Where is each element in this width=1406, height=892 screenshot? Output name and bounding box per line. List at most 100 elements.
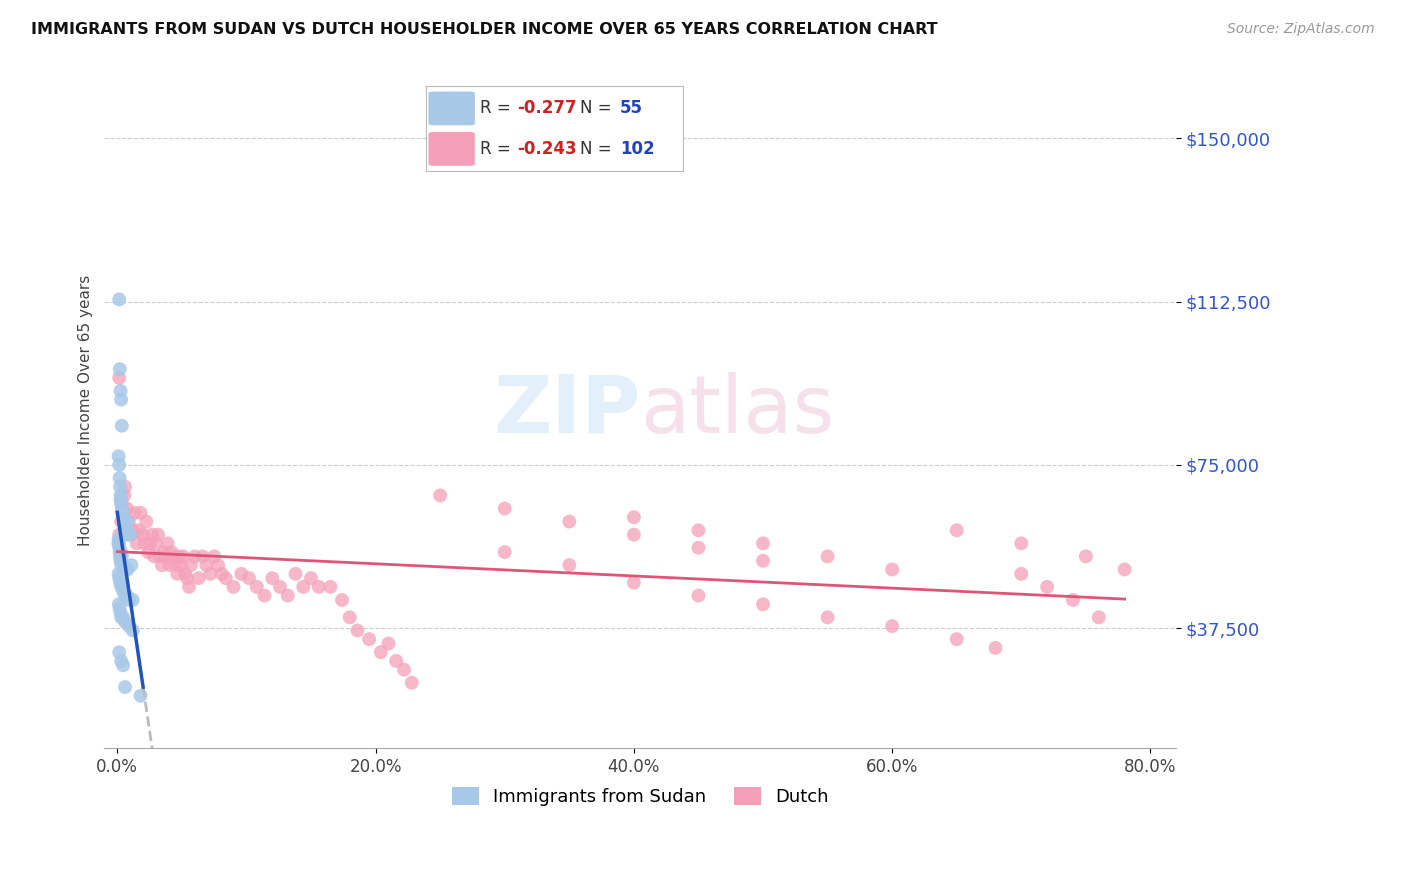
Point	[752, 536, 775, 550]
Point	[121, 624, 143, 638]
Point	[152, 545, 174, 559]
Point	[111, 549, 134, 564]
Point	[110, 610, 132, 624]
Point	[111, 501, 134, 516]
Point	[817, 549, 839, 564]
Point	[120, 527, 142, 541]
Point	[121, 558, 143, 573]
Point	[114, 523, 136, 537]
Point	[269, 580, 291, 594]
Point	[149, 549, 172, 564]
Point	[184, 549, 207, 564]
Point	[117, 562, 139, 576]
Point	[146, 527, 169, 541]
Point	[160, 545, 183, 559]
Point	[817, 610, 839, 624]
Point	[150, 558, 173, 573]
Point	[292, 580, 315, 594]
Point	[110, 392, 132, 407]
Point	[1114, 562, 1136, 576]
Point	[623, 575, 645, 590]
Point	[115, 527, 138, 541]
Point	[110, 515, 132, 529]
Point	[115, 501, 138, 516]
Point	[108, 549, 131, 564]
Text: ZIP: ZIP	[494, 371, 640, 450]
Point	[115, 589, 138, 603]
Point	[108, 545, 131, 559]
Y-axis label: Householder Income Over 65 years: Householder Income Over 65 years	[79, 275, 93, 546]
Point	[558, 515, 581, 529]
Point	[129, 506, 152, 520]
Point	[112, 610, 135, 624]
Point	[110, 492, 132, 507]
Point	[108, 597, 131, 611]
Point	[112, 515, 135, 529]
Point	[623, 510, 645, 524]
Point	[118, 515, 141, 529]
Point	[688, 589, 710, 603]
Point	[114, 615, 136, 629]
Point	[110, 497, 132, 511]
Point	[112, 488, 135, 502]
Point	[277, 589, 299, 603]
Point	[231, 566, 253, 581]
Point	[117, 515, 139, 529]
Point	[207, 558, 229, 573]
Point	[112, 584, 135, 599]
Point	[125, 536, 148, 550]
Point	[112, 506, 135, 520]
Point	[136, 545, 159, 559]
Point	[984, 640, 1007, 655]
Point	[377, 636, 399, 650]
Point	[112, 558, 135, 573]
Point	[110, 384, 132, 398]
Point	[118, 593, 141, 607]
Point	[110, 492, 132, 507]
Point	[752, 554, 775, 568]
Point	[156, 536, 179, 550]
Point	[114, 562, 136, 576]
Point	[112, 523, 135, 537]
Point	[110, 558, 132, 573]
Point	[558, 558, 581, 573]
Point	[172, 549, 194, 564]
Point	[339, 610, 361, 624]
Point	[110, 654, 132, 668]
Point	[108, 601, 131, 615]
Point	[114, 480, 136, 494]
Point	[107, 536, 129, 550]
Point	[108, 293, 131, 307]
Point	[882, 562, 904, 576]
Point	[155, 549, 177, 564]
Point	[429, 488, 451, 502]
Point	[346, 624, 368, 638]
Point	[108, 480, 131, 494]
Point	[330, 593, 353, 607]
Point	[1010, 566, 1032, 581]
Point	[284, 566, 307, 581]
Point	[170, 558, 193, 573]
Point	[169, 549, 191, 564]
Point	[108, 458, 131, 472]
Point	[202, 549, 225, 564]
Point	[110, 554, 132, 568]
Point	[262, 571, 284, 585]
Point	[200, 566, 222, 581]
Point	[882, 619, 904, 633]
Point	[162, 549, 184, 564]
Point	[176, 571, 198, 585]
Legend: Immigrants from Sudan, Dutch: Immigrants from Sudan, Dutch	[444, 780, 837, 814]
Point	[494, 501, 516, 516]
Point	[238, 571, 260, 585]
Point	[128, 523, 150, 537]
Point	[215, 571, 238, 585]
Point	[108, 571, 131, 585]
Point	[110, 606, 132, 620]
Point	[246, 580, 269, 594]
Point	[107, 566, 129, 581]
Point	[110, 488, 132, 502]
Point	[129, 689, 152, 703]
Point	[177, 580, 200, 594]
Point	[110, 545, 132, 559]
